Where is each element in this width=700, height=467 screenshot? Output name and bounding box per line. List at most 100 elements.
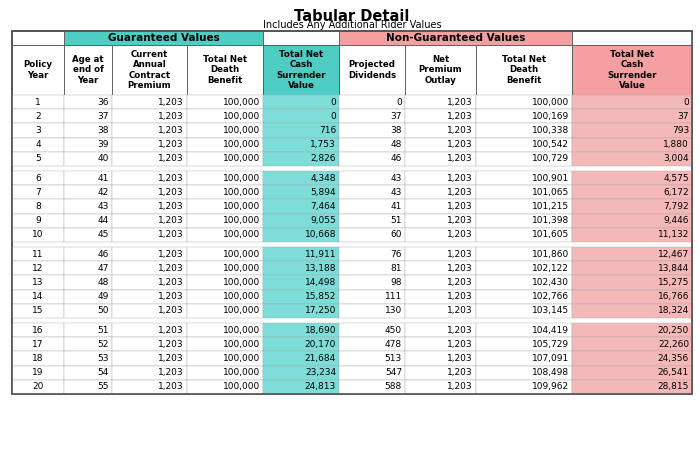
- Text: 100,000: 100,000: [223, 340, 260, 349]
- Bar: [405, 123, 476, 138]
- Bar: [339, 366, 405, 380]
- Text: 1,203: 1,203: [158, 140, 184, 149]
- Bar: [572, 152, 692, 166]
- Bar: [12, 247, 64, 261]
- Bar: [263, 304, 339, 318]
- Text: 24,813: 24,813: [304, 382, 336, 391]
- Bar: [572, 31, 692, 45]
- Bar: [263, 323, 339, 337]
- Bar: [263, 45, 339, 95]
- Bar: [64, 276, 112, 290]
- Text: 1,203: 1,203: [158, 340, 184, 349]
- Bar: [112, 123, 187, 138]
- Text: Total Net
Death
Benefit: Total Net Death Benefit: [502, 55, 546, 85]
- Text: 101,065: 101,065: [532, 188, 569, 197]
- Bar: [187, 185, 263, 199]
- Text: Current
Annual
Contract
Premium: Current Annual Contract Premium: [127, 50, 172, 90]
- Bar: [112, 380, 187, 394]
- Text: 9,055: 9,055: [310, 216, 336, 225]
- Bar: [476, 123, 572, 138]
- Bar: [339, 351, 405, 366]
- Bar: [405, 138, 476, 152]
- Text: 47: 47: [97, 264, 109, 273]
- Bar: [572, 276, 692, 290]
- Bar: [572, 290, 692, 304]
- Text: 1,203: 1,203: [447, 112, 473, 121]
- Bar: [187, 261, 263, 276]
- Text: 1,203: 1,203: [447, 264, 473, 273]
- Text: 43: 43: [97, 202, 109, 211]
- Bar: [112, 109, 187, 123]
- Text: 3: 3: [35, 126, 41, 135]
- Text: 24,356: 24,356: [658, 354, 689, 363]
- Text: 107,091: 107,091: [532, 354, 569, 363]
- Text: 7,792: 7,792: [664, 202, 689, 211]
- Bar: [12, 261, 64, 276]
- Bar: [12, 31, 692, 394]
- Bar: [476, 276, 572, 290]
- Text: 48: 48: [391, 140, 402, 149]
- Text: 0: 0: [330, 112, 336, 121]
- Text: 100,729: 100,729: [532, 155, 569, 163]
- Bar: [187, 366, 263, 380]
- Bar: [476, 199, 572, 213]
- Bar: [405, 351, 476, 366]
- Text: 10: 10: [32, 230, 43, 240]
- Bar: [12, 171, 64, 185]
- Bar: [405, 213, 476, 228]
- Bar: [187, 95, 263, 109]
- Text: 100,000: 100,000: [223, 292, 260, 301]
- Bar: [263, 109, 339, 123]
- Bar: [187, 276, 263, 290]
- Bar: [405, 337, 476, 351]
- Bar: [339, 276, 405, 290]
- Bar: [64, 228, 112, 242]
- Text: 1,203: 1,203: [447, 188, 473, 197]
- Bar: [339, 123, 405, 138]
- Text: 11: 11: [32, 249, 43, 259]
- Bar: [64, 138, 112, 152]
- Bar: [112, 45, 187, 95]
- Bar: [187, 380, 263, 394]
- Bar: [476, 304, 572, 318]
- Text: 4,348: 4,348: [311, 174, 336, 183]
- Bar: [12, 213, 64, 228]
- Text: 4: 4: [35, 140, 41, 149]
- Text: 100,169: 100,169: [532, 112, 569, 121]
- Bar: [112, 171, 187, 185]
- Text: 15: 15: [32, 306, 43, 315]
- Bar: [64, 185, 112, 199]
- Bar: [476, 351, 572, 366]
- Bar: [263, 228, 339, 242]
- Text: 1,203: 1,203: [158, 264, 184, 273]
- Text: 13,188: 13,188: [304, 264, 336, 273]
- Text: 100,000: 100,000: [223, 264, 260, 273]
- Bar: [476, 261, 572, 276]
- Bar: [405, 199, 476, 213]
- Text: 37: 37: [391, 112, 402, 121]
- Text: 38: 38: [97, 126, 109, 135]
- Text: 130: 130: [385, 306, 402, 315]
- Text: 98: 98: [391, 278, 402, 287]
- Bar: [263, 261, 339, 276]
- Text: 100,000: 100,000: [223, 306, 260, 315]
- Text: 1,203: 1,203: [447, 202, 473, 211]
- Text: 55: 55: [97, 382, 109, 391]
- Bar: [405, 380, 476, 394]
- Bar: [64, 109, 112, 123]
- Text: 14,498: 14,498: [304, 278, 336, 287]
- Bar: [64, 152, 112, 166]
- Bar: [112, 323, 187, 337]
- Text: 8: 8: [35, 202, 41, 211]
- Text: 17,250: 17,250: [304, 306, 336, 315]
- Bar: [64, 45, 112, 95]
- Bar: [64, 380, 112, 394]
- Bar: [405, 185, 476, 199]
- Bar: [476, 337, 572, 351]
- Text: 50: 50: [97, 306, 109, 315]
- Text: 5,894: 5,894: [310, 188, 336, 197]
- Bar: [112, 304, 187, 318]
- Text: 41: 41: [391, 202, 402, 211]
- Text: 46: 46: [391, 155, 402, 163]
- Text: Total Net
Death
Benefit: Total Net Death Benefit: [203, 55, 247, 85]
